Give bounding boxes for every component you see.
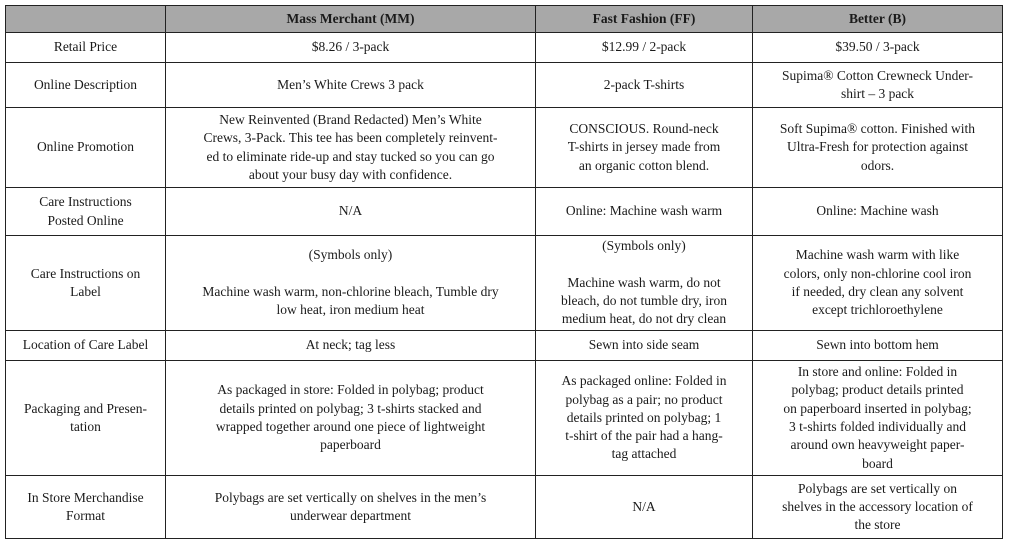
row-label: In Store Merchandise Format (5, 475, 166, 539)
table-cell: As packaged in store: Folded in polybag;… (165, 360, 536, 476)
table-cell: $39.50 / 3-pack (752, 32, 1003, 63)
table-row: Care Instructions on Label (Symbols only)… (5, 235, 1003, 331)
table-cell: CONSCIOUS. Round-neck T-shirts in jersey… (535, 107, 753, 188)
row-label: Online Promotion (5, 107, 166, 188)
table-cell: Online: Machine wash (752, 187, 1003, 236)
table-cell: N/A (165, 187, 536, 236)
table-row: Care Instructions Posted Online N/A Online… (5, 187, 1003, 236)
table-cell: 2-pack T-shirts (535, 62, 753, 108)
header-row: Mass Merchant (MM) Fast Fashion (FF) Bet… (5, 5, 1003, 33)
header-mass-merchant: Mass Merchant (MM) (165, 5, 536, 33)
table-cell: (Symbols only) Machine wash warm, non-ch… (165, 235, 536, 331)
table-cell: Online: Machine wash warm (535, 187, 753, 236)
row-label: Retail Price (5, 32, 166, 63)
table-row: Location of Care Label At neck; tag less S… (5, 330, 1003, 361)
table-row: In Store Merchandise Format Polybags are … (5, 475, 1003, 539)
header-fast-fashion: Fast Fashion (FF) (535, 5, 753, 33)
table-cell: $12.99 / 2-pack (535, 32, 753, 63)
table-cell: $8.26 / 3-pack (165, 32, 536, 63)
table-cell: Sewn into bottom hem (752, 330, 1003, 361)
table-cell: As packaged online: Folded in polybag as… (535, 360, 753, 476)
row-label: Packaging and Presen- tation (5, 360, 166, 476)
table-row: Packaging and Presen- tation As packaged … (5, 360, 1003, 476)
table-cell: (Symbols only) Machine wash warm, do not… (535, 235, 753, 331)
header-cell-empty (5, 5, 166, 33)
table-row: Retail Price $8.26 / 3-pack $12.99 / 2-pac… (5, 32, 1003, 63)
table-cell: Machine wash warm with like colors, only… (752, 235, 1003, 331)
header-better: Better (B) (752, 5, 1003, 33)
comparison-table: Mass Merchant (MM) Fast Fashion (FF) Bet… (5, 5, 1003, 539)
table-cell: Polybags are set vertically on shelves i… (165, 475, 536, 539)
table-cell: New Reinvented (Brand Redacted) Men’s Wh… (165, 107, 536, 188)
table-cell: At neck; tag less (165, 330, 536, 361)
table-cell: In store and online: Folded in polybag; … (752, 360, 1003, 476)
row-label: Care Instructions on Label (5, 235, 166, 331)
table-cell: Polybags are set vertically on shelves i… (752, 475, 1003, 539)
table-cell: Sewn into side seam (535, 330, 753, 361)
row-label: Location of Care Label (5, 330, 166, 361)
row-label: Online Description (5, 62, 166, 108)
row-label: Care Instructions Posted Online (5, 187, 166, 236)
table-cell: N/A (535, 475, 753, 539)
table-cell: Men’s White Crews 3 pack (165, 62, 536, 108)
table-row: Online Promotion New Reinvented (Brand Re… (5, 107, 1003, 188)
table-cell: Supima® Cotton Crewneck Under- shirt – 3… (752, 62, 1003, 108)
table-cell: Soft Supima® cotton. Finished with Ultra… (752, 107, 1003, 188)
table-row: Online Description Men’s White Crews 3 pa… (5, 62, 1003, 108)
